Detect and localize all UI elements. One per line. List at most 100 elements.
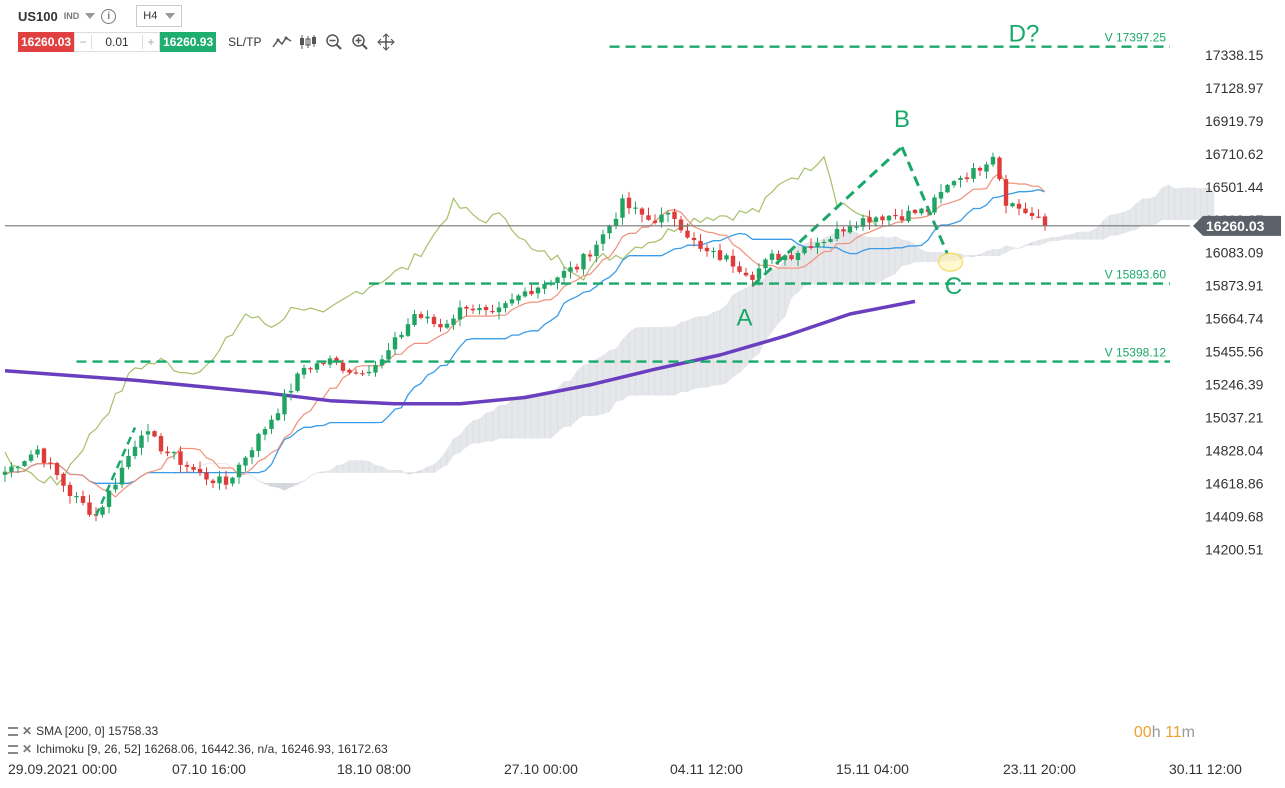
candle-body bbox=[431, 316, 437, 325]
cloud-segment bbox=[407, 472, 415, 475]
line-chart-icon[interactable] bbox=[269, 32, 295, 52]
cloud-segment bbox=[303, 475, 311, 482]
candle-body bbox=[919, 208, 924, 214]
y-tick-label: 14828.04 bbox=[1205, 442, 1264, 458]
cloud-segment bbox=[882, 236, 890, 281]
y-tick-label: 15455.56 bbox=[1205, 344, 1264, 360]
drag-handle-icon[interactable] bbox=[8, 726, 18, 736]
candle-body bbox=[535, 287, 541, 294]
candle-body bbox=[204, 472, 209, 480]
cloud-segment bbox=[1181, 187, 1189, 221]
cloud-segment bbox=[1174, 187, 1182, 221]
candle-body bbox=[841, 229, 846, 232]
chevron-down-icon bbox=[165, 13, 176, 19]
lot-input[interactable]: 0.01 bbox=[91, 35, 144, 49]
cloud-segment bbox=[329, 464, 337, 473]
candle-body bbox=[275, 413, 281, 421]
cloud-segment bbox=[433, 457, 441, 474]
crosshair-icon[interactable] bbox=[373, 32, 399, 52]
cloud-segment bbox=[1096, 219, 1104, 240]
cloud-segment bbox=[843, 228, 851, 285]
cloud-segment bbox=[1083, 231, 1091, 240]
candle-body bbox=[41, 448, 47, 463]
cloud-segment bbox=[1005, 245, 1013, 253]
timer-minutes: 11 bbox=[1165, 724, 1182, 741]
x-tick-label: 30.11 12:00 bbox=[1169, 761, 1242, 777]
zoom-out-icon[interactable] bbox=[321, 32, 347, 52]
candle-body bbox=[1010, 203, 1015, 207]
cloud-segment bbox=[1122, 209, 1130, 234]
candle-body bbox=[425, 316, 430, 319]
candle-body bbox=[769, 253, 775, 260]
drag-handle-icon[interactable] bbox=[8, 744, 18, 754]
instrument-class: IND bbox=[63, 11, 80, 21]
chevron-down-icon[interactable] bbox=[85, 13, 96, 19]
minus-button[interactable]: − bbox=[79, 35, 87, 49]
candle-body bbox=[633, 207, 638, 209]
trade-row: 16260.03 − 0.01 + 16260.93 SL/TP bbox=[18, 32, 399, 52]
y-tick-label: 15664.74 bbox=[1205, 311, 1264, 327]
candle-body bbox=[750, 274, 755, 280]
cloud-segment bbox=[1155, 186, 1163, 225]
candle-body bbox=[834, 228, 840, 239]
cloud-segment bbox=[1051, 236, 1059, 241]
symbol-row: US100 IND i H4 bbox=[18, 5, 183, 27]
cloud-segment bbox=[277, 483, 285, 491]
candle-body bbox=[945, 184, 950, 193]
candle-body bbox=[587, 254, 593, 257]
candle-body bbox=[951, 181, 957, 186]
y-tick-label: 16501.44 bbox=[1205, 179, 1264, 195]
cloud-segment bbox=[186, 470, 194, 473]
candle-body bbox=[165, 451, 170, 454]
buy-button[interactable]: 16260.93 bbox=[160, 32, 217, 52]
cloud-segment bbox=[531, 393, 539, 439]
candle-body bbox=[197, 468, 203, 473]
sell-button[interactable]: 16260.03 bbox=[18, 32, 75, 52]
candle-body bbox=[15, 466, 21, 469]
candle-body bbox=[717, 250, 723, 260]
candle-body bbox=[1016, 203, 1022, 209]
cloud-segment bbox=[771, 266, 779, 333]
candle-body bbox=[938, 191, 944, 199]
candle-body bbox=[360, 373, 365, 375]
candle-body bbox=[958, 178, 963, 181]
lot-stepper[interactable]: − 0.01 + bbox=[74, 32, 161, 52]
info-icon[interactable]: i bbox=[101, 8, 117, 24]
candle-body bbox=[327, 358, 333, 365]
zoom-in-icon[interactable] bbox=[347, 32, 373, 52]
candle-body bbox=[860, 218, 866, 227]
candle-body bbox=[555, 277, 560, 284]
y-tick-label: 14409.68 bbox=[1205, 508, 1264, 524]
plus-button[interactable]: + bbox=[147, 35, 155, 49]
horizontal-levels[interactable]: V 17397.25 V 15893.60 V 15398.12 bbox=[76, 31, 1171, 363]
candle-body bbox=[509, 299, 515, 304]
candle-body bbox=[145, 431, 151, 435]
cloud-segment bbox=[258, 480, 266, 485]
y-tick-label: 14618.86 bbox=[1205, 475, 1264, 491]
symbol-name[interactable]: US100 bbox=[18, 8, 58, 24]
candlestick-icon[interactable] bbox=[295, 32, 321, 52]
close-icon[interactable]: ✕ bbox=[22, 724, 33, 738]
candle-body bbox=[691, 237, 697, 241]
candle-body bbox=[574, 266, 580, 270]
candle-body bbox=[867, 217, 872, 223]
sma-legend-text: SMA [200, 0] 15758.33 bbox=[36, 724, 159, 738]
candle-body bbox=[243, 457, 248, 466]
candle-body bbox=[782, 255, 788, 261]
close-icon[interactable]: ✕ bbox=[22, 742, 33, 756]
y-tick-label: 15873.91 bbox=[1205, 278, 1264, 294]
candle-body bbox=[646, 215, 651, 220]
candle-body bbox=[522, 291, 528, 297]
cloud-segment bbox=[778, 258, 786, 324]
abcd-pattern[interactable]: A B C D? bbox=[94, 21, 1039, 517]
sltp-button[interactable]: SL/TP bbox=[228, 35, 262, 49]
cloud-segment bbox=[615, 338, 623, 402]
candle-body bbox=[132, 446, 138, 457]
candle-body bbox=[1029, 212, 1035, 216]
legend-ichimoku[interactable]: ✕ Ichimoku [9, 26, 52] 16268.06, 16442.3… bbox=[8, 742, 388, 756]
legend-sma[interactable]: ✕ SMA [200, 0] 15758.33 bbox=[8, 724, 158, 738]
candle-body bbox=[893, 214, 898, 217]
timeframe-select[interactable]: H4 bbox=[136, 5, 183, 27]
candle-body bbox=[223, 476, 229, 485]
